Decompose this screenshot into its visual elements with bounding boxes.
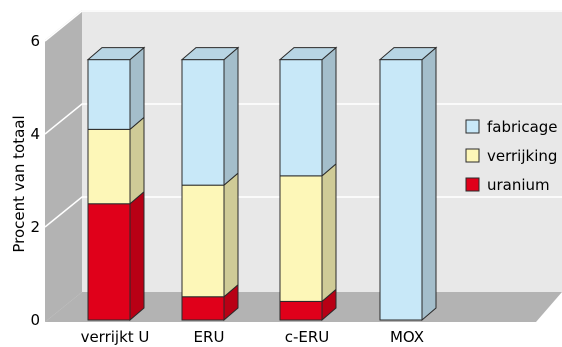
y-tick-label: 6 [30, 32, 40, 50]
bar-side [223, 46, 239, 187]
y-tick-label: 2 [30, 218, 40, 236]
bar-segment-verrijking [279, 162, 337, 303]
y-tick-label: 4 [30, 125, 40, 143]
gridline [44, 10, 562, 42]
x-category-label: c-ERU [285, 328, 330, 346]
legend: fabricage verrijking uranium [465, 118, 558, 194]
x-category-label: verrijkt U [81, 328, 150, 346]
bar-side [223, 172, 239, 298]
bar-top [86, 47, 146, 61]
bars [86, 46, 438, 322]
x-axis-categories: verrijkt U ERU c-ERU MOX [81, 328, 424, 346]
legend-label: fabricage [487, 118, 558, 136]
bar-side [421, 46, 437, 322]
left-wall [45, 10, 82, 322]
y-tick-label: 0 [30, 311, 40, 329]
bar-segment-verrijking [181, 172, 239, 298]
bar-top [180, 47, 240, 61]
bar-front [181, 59, 225, 186]
bar-segment-fabricage [279, 46, 337, 177]
legend-label: verrijking [487, 147, 557, 165]
bar-front [181, 184, 225, 298]
bar-front [279, 175, 323, 302]
bar-front [87, 59, 131, 130]
bar-front [87, 128, 131, 205]
bar-front [87, 203, 131, 321]
legend-item-fabricage: fabricage [465, 118, 558, 136]
bar-top [278, 47, 338, 61]
bar-top [378, 47, 438, 61]
legend-swatch [465, 148, 480, 163]
bar-segment-uranium [87, 190, 145, 322]
legend-item-verrijking: verrijking [465, 147, 557, 165]
bar-side [321, 162, 337, 303]
bar-side [129, 46, 145, 131]
bar-side [321, 46, 337, 177]
y-axis-ticks: 0 2 4 6 [30, 32, 40, 329]
bar-front [379, 59, 423, 321]
bar-front [181, 296, 225, 321]
x-category-label: MOX [390, 328, 424, 346]
legend-item-uranium: uranium [465, 176, 550, 194]
bar-side [129, 190, 145, 322]
legend-swatch [465, 177, 480, 192]
bar-front [279, 59, 323, 177]
bar-front [279, 300, 323, 321]
bar-segment-fabricage [181, 46, 239, 187]
legend-label: uranium [487, 176, 550, 194]
bar-side [129, 116, 145, 205]
legend-swatch [465, 119, 480, 134]
y-axis-title: Procent van totaal [10, 115, 28, 252]
bar-segment-fabricage [87, 46, 145, 131]
bar-segment-verrijking [87, 116, 145, 205]
bar-segment-fabricage [379, 46, 437, 322]
x-category-label: ERU [194, 328, 225, 346]
